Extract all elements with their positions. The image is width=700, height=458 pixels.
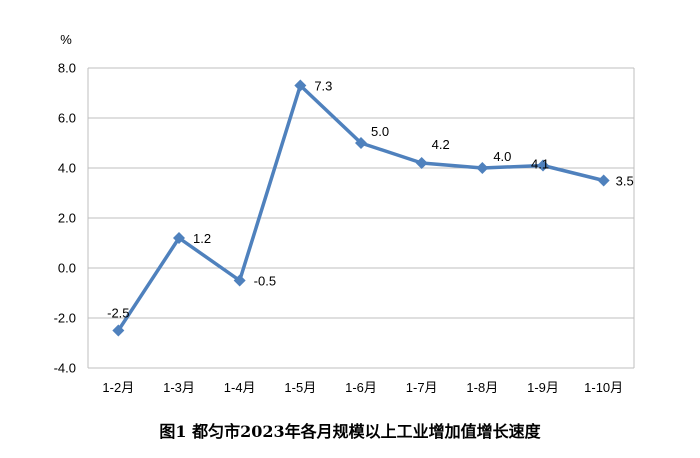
data-point-marker — [415, 157, 428, 169]
data-label: 3.5 — [616, 174, 634, 189]
data-labels: -2.5 1.2 -0.5 7.3 5.0 4.2 4.0 4.1 3.5 — [107, 79, 634, 321]
data-label: -0.5 — [254, 274, 276, 289]
x-tick-label: 1-6月 — [345, 380, 377, 395]
data-point-marker — [597, 174, 610, 187]
x-tick-label: 1-7月 — [406, 380, 438, 395]
data-point-marker — [294, 79, 307, 92]
series-line — [116, 83, 605, 332]
data-label: -2.5 — [107, 306, 129, 321]
y-unit-label: % — [60, 32, 72, 47]
data-point-marker — [355, 137, 367, 149]
series-line-layer — [116, 83, 605, 332]
x-axis-ticks: 1-2月 1-3月 1-4月 1-5月 1-6月 1-7月 1-8月 1-9月 1-10月 — [102, 380, 623, 395]
y-tick-label: 4.0 — [58, 161, 76, 176]
y-tick-label: 2.0 — [58, 211, 76, 226]
data-point-marker — [537, 159, 549, 172]
data-label: 4.2 — [432, 137, 450, 152]
data-label: 1.2 — [193, 231, 211, 246]
y-axis-ticks: 8.0 6.0 4.0 2.0 0.0 -2.0 -4.0 — [54, 61, 76, 376]
data-label: 5.0 — [371, 124, 389, 139]
data-point-marker — [476, 162, 489, 174]
y-tick-label: -2.0 — [54, 311, 76, 326]
y-tick-label: -4.0 — [54, 361, 76, 376]
data-label: 4.1 — [531, 157, 549, 172]
data-label: 7.3 — [314, 79, 332, 94]
y-tick-label: 6.0 — [58, 111, 76, 126]
x-tick-label: 1-3月 — [163, 380, 195, 395]
data-point-marker — [173, 232, 185, 244]
data-point-marker — [112, 324, 125, 337]
data-points — [112, 79, 610, 337]
x-tick-label: 1-2月 — [102, 380, 134, 395]
gridlines — [87, 67, 635, 369]
data-label: 4.0 — [493, 149, 511, 164]
x-tick-label: 1-10月 — [584, 380, 623, 395]
chart-caption: 图1 都匀市2023年各月规模以上工业增加值增长速度 — [159, 422, 541, 441]
x-tick-label: 1-5月 — [284, 380, 316, 395]
y-tick-label: 8.0 — [58, 61, 76, 76]
data-point-marker — [233, 274, 246, 287]
x-tick-label: 1-4月 — [224, 380, 256, 395]
y-tick-label: 0.0 — [58, 261, 76, 276]
x-tick-label: 1-8月 — [466, 380, 498, 395]
x-tick-label: 1-9月 — [527, 380, 559, 395]
